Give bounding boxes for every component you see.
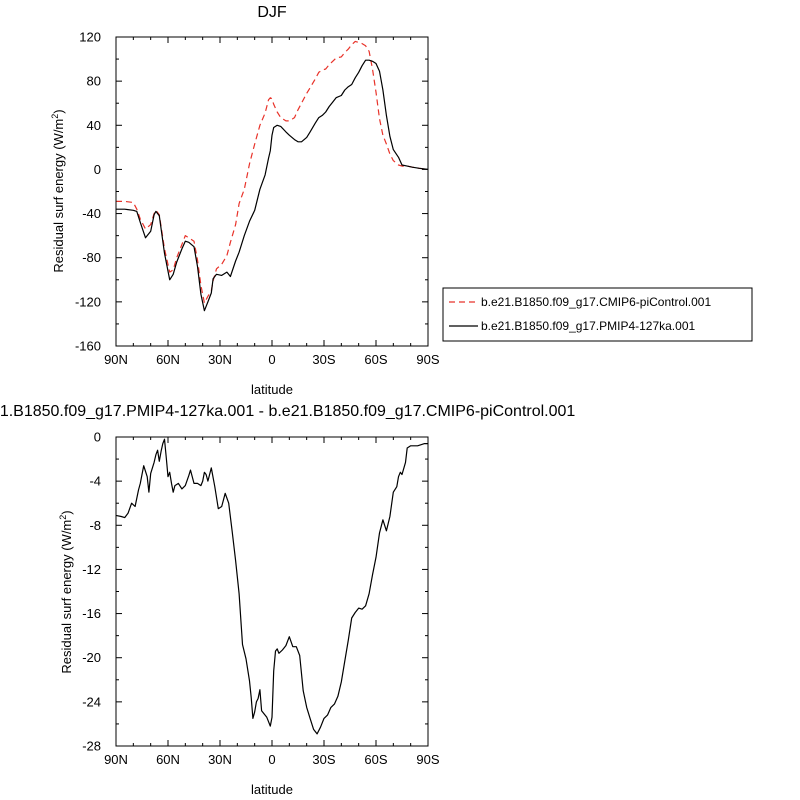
top-y-tick-label: 80 — [87, 74, 101, 89]
bottom-x-tick-label: 30N — [208, 752, 232, 767]
bottom-x-tick-label: 90S — [416, 752, 439, 767]
top-y-tick-label: 40 — [87, 118, 101, 133]
bottom-series-line-0 — [115, 438, 428, 735]
top-x-tick-label: 60S — [364, 352, 387, 367]
top-series-line-1 — [116, 59, 429, 312]
top-y-tick-label: -120 — [75, 294, 101, 309]
bottom-y-tick-label: -24 — [82, 694, 101, 709]
top-y-tick-label: -160 — [75, 339, 101, 354]
top-y-axis-label-close: ) — [51, 109, 66, 113]
bottom-x-tick-label: 60N — [156, 752, 180, 767]
top-y-axis-label-text: Residual surf energy (W/m — [51, 119, 66, 273]
bottom-y-tick-label: -4 — [89, 474, 101, 489]
top-legend-box — [442, 287, 753, 342]
top-plot-area — [116, 40, 429, 312]
top-x-axis-label: latitude — [251, 382, 293, 397]
bottom-y-tick-label: -12 — [82, 562, 101, 577]
bottom-y-tick-label: -20 — [82, 650, 101, 665]
top-x-tick-label: 30N — [208, 352, 232, 367]
top-series-line-0 — [116, 40, 429, 304]
top-x-tick-label: 90N — [104, 352, 128, 367]
bottom-y-tick-label: -8 — [89, 518, 101, 533]
top-x-tick-label: 90S — [416, 352, 439, 367]
top-y-tick-label: -40 — [82, 206, 101, 221]
top-chart-title: DJF — [257, 4, 287, 21]
bottom-x-tick-label: 0 — [268, 752, 275, 767]
bottom-plot-frame — [115, 436, 429, 747]
bottom-plot-area — [115, 438, 428, 735]
bottom-x-axis-label: latitude — [251, 782, 293, 797]
top-x-tick-label: 30S — [312, 352, 335, 367]
bottom-y-tick-label: -28 — [82, 739, 101, 754]
bottom-y-axis-label: Residual surf energy (W/m2) — [58, 510, 74, 673]
top-panel-djf: DJF 90N 60N 30N 0 30S 60S 90S 120 80 40 0 -40 -80 -12… — [50, 4, 753, 397]
top-y-tick-label: 0 — [94, 162, 101, 177]
bottom-panel-difference: b.e21.B1850.f09_g17.PMIP4-127ka.001 - b.… — [0, 403, 575, 797]
bottom-y-tick-label: -16 — [82, 606, 101, 621]
legend-label-pmip4: b.e21.B1850.f09_g17.PMIP4-127ka.001 — [481, 319, 695, 333]
top-y-axis-label-superscript: 2 — [50, 114, 60, 119]
bottom-x-tick-label: 60S — [364, 752, 387, 767]
top-x-tick-label: 0 — [268, 352, 275, 367]
bottom-y-axis-label-close: ) — [59, 510, 74, 514]
bottom-chart-title: b.e21.B1850.f09_g17.PMIP4-127ka.001 - b.… — [0, 403, 575, 420]
bottom-y-axis-label-superscript: 2 — [58, 515, 68, 520]
bottom-x-tick-label: 90N — [104, 752, 128, 767]
bottom-axis-ticks: 90N 60N 30N 0 30S 60S 90S 0 -4 -8 -12 -16 -20 -24 -28 — [82, 430, 440, 768]
top-axis-ticks: 90N 60N 30N 0 30S 60S 90S 120 80 40 0 -40 -80 -120 -16… — [75, 30, 440, 368]
top-x-tick-label: 60N — [156, 352, 180, 367]
bottom-y-axis-label-text: Residual surf energy (W/m — [59, 520, 74, 674]
bottom-y-tick-label: 0 — [94, 430, 101, 445]
top-y-tick-label: 120 — [79, 30, 101, 45]
top-legend: b.e21.B1850.f09_g17.CMIP6-piControl.001 … — [442, 287, 753, 342]
legend-label-picontrol: b.e21.B1850.f09_g17.CMIP6-piControl.001 — [481, 295, 711, 309]
top-y-axis-label: Residual surf energy (W/m2) — [50, 109, 66, 272]
bottom-x-tick-label: 30S — [312, 752, 335, 767]
top-y-tick-label: -80 — [82, 250, 101, 265]
